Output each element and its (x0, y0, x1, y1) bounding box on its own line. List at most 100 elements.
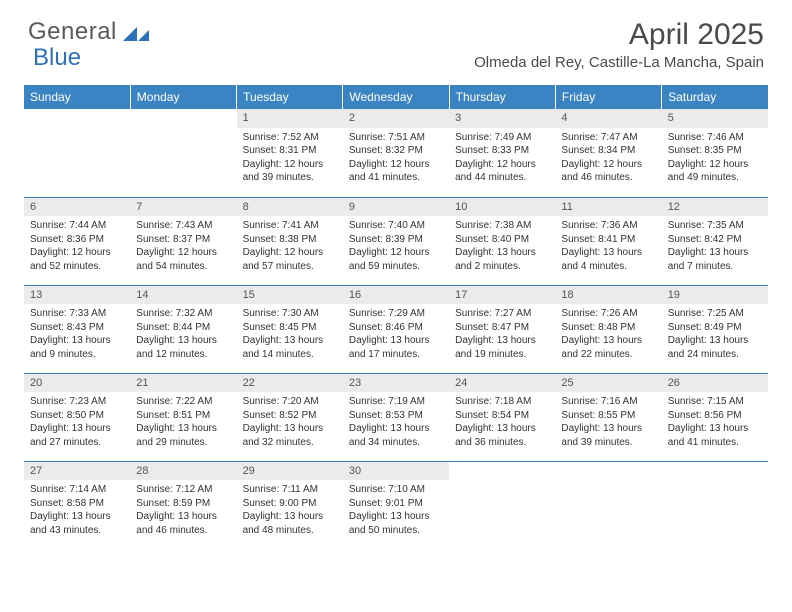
day-header: Thursday (449, 85, 555, 109)
calendar-cell: 8Sunrise: 7:41 AMSunset: 8:38 PMDaylight… (237, 197, 343, 285)
calendar-cell: 10Sunrise: 7:38 AMSunset: 8:40 PMDayligh… (449, 197, 555, 285)
calendar-cell: 5Sunrise: 7:46 AMSunset: 8:35 PMDaylight… (662, 109, 768, 197)
day-content: Sunrise: 7:49 AMSunset: 8:33 PMDaylight:… (449, 128, 555, 189)
day-number: 7 (130, 198, 236, 217)
calendar-cell: 30Sunrise: 7:10 AMSunset: 9:01 PMDayligh… (343, 461, 449, 549)
calendar-cell: 15Sunrise: 7:30 AMSunset: 8:45 PMDayligh… (237, 285, 343, 373)
calendar-cell (24, 109, 130, 197)
calendar-week-row: 27Sunrise: 7:14 AMSunset: 8:58 PMDayligh… (24, 461, 768, 549)
logo: General (28, 18, 125, 46)
day-content: Sunrise: 7:10 AMSunset: 9:01 PMDaylight:… (343, 480, 449, 541)
day-content: Sunrise: 7:32 AMSunset: 8:44 PMDaylight:… (130, 304, 236, 365)
calendar-cell: 6Sunrise: 7:44 AMSunset: 8:36 PMDaylight… (24, 197, 130, 285)
calendar-cell: 9Sunrise: 7:40 AMSunset: 8:39 PMDaylight… (343, 197, 449, 285)
day-number: 29 (237, 462, 343, 481)
calendar-cell: 29Sunrise: 7:11 AMSunset: 9:00 PMDayligh… (237, 461, 343, 549)
day-content: Sunrise: 7:38 AMSunset: 8:40 PMDaylight:… (449, 216, 555, 277)
day-number: 23 (343, 374, 449, 393)
day-content: Sunrise: 7:20 AMSunset: 8:52 PMDaylight:… (237, 392, 343, 453)
day-content: Sunrise: 7:52 AMSunset: 8:31 PMDaylight:… (237, 128, 343, 189)
calendar-week-row: 13Sunrise: 7:33 AMSunset: 8:43 PMDayligh… (24, 285, 768, 373)
day-number: 19 (662, 286, 768, 305)
day-content: Sunrise: 7:35 AMSunset: 8:42 PMDaylight:… (662, 216, 768, 277)
day-header: Saturday (662, 85, 768, 109)
day-content: Sunrise: 7:19 AMSunset: 8:53 PMDaylight:… (343, 392, 449, 453)
calendar-cell: 28Sunrise: 7:12 AMSunset: 8:59 PMDayligh… (130, 461, 236, 549)
day-content: Sunrise: 7:51 AMSunset: 8:32 PMDaylight:… (343, 128, 449, 189)
day-number: 17 (449, 286, 555, 305)
calendar-cell: 25Sunrise: 7:16 AMSunset: 8:55 PMDayligh… (555, 373, 661, 461)
day-header: Sunday (24, 85, 130, 109)
calendar-cell: 11Sunrise: 7:36 AMSunset: 8:41 PMDayligh… (555, 197, 661, 285)
day-content: Sunrise: 7:16 AMSunset: 8:55 PMDaylight:… (555, 392, 661, 453)
day-number: 10 (449, 198, 555, 217)
calendar-cell: 16Sunrise: 7:29 AMSunset: 8:46 PMDayligh… (343, 285, 449, 373)
day-number: 22 (237, 374, 343, 393)
day-number: 3 (449, 109, 555, 128)
day-content: Sunrise: 7:43 AMSunset: 8:37 PMDaylight:… (130, 216, 236, 277)
day-content: Sunrise: 7:15 AMSunset: 8:56 PMDaylight:… (662, 392, 768, 453)
calendar-cell: 27Sunrise: 7:14 AMSunset: 8:58 PMDayligh… (24, 461, 130, 549)
calendar-cell: 2Sunrise: 7:51 AMSunset: 8:32 PMDaylight… (343, 109, 449, 197)
day-number: 16 (343, 286, 449, 305)
day-number: 6 (24, 198, 130, 217)
calendar-body: 1Sunrise: 7:52 AMSunset: 8:31 PMDaylight… (24, 109, 768, 549)
title-block: April 2025 Olmeda del Rey, Castille-La M… (474, 18, 764, 71)
day-number: 4 (555, 109, 661, 128)
day-number: 28 (130, 462, 236, 481)
day-number: 1 (237, 109, 343, 128)
page-header: General April 2025 Olmeda del Rey, Casti… (0, 0, 792, 77)
day-content: Sunrise: 7:22 AMSunset: 8:51 PMDaylight:… (130, 392, 236, 453)
day-content: Sunrise: 7:41 AMSunset: 8:38 PMDaylight:… (237, 216, 343, 277)
day-content: Sunrise: 7:36 AMSunset: 8:41 PMDaylight:… (555, 216, 661, 277)
calendar-cell (130, 109, 236, 197)
day-number: 15 (237, 286, 343, 305)
day-header: Wednesday (343, 85, 449, 109)
calendar-cell: 26Sunrise: 7:15 AMSunset: 8:56 PMDayligh… (662, 373, 768, 461)
day-number: 27 (24, 462, 130, 481)
calendar-cell: 21Sunrise: 7:22 AMSunset: 8:51 PMDayligh… (130, 373, 236, 461)
calendar-week-row: 1Sunrise: 7:52 AMSunset: 8:31 PMDaylight… (24, 109, 768, 197)
day-number: 18 (555, 286, 661, 305)
day-content: Sunrise: 7:40 AMSunset: 8:39 PMDaylight:… (343, 216, 449, 277)
calendar-cell (662, 461, 768, 549)
calendar-cell: 7Sunrise: 7:43 AMSunset: 8:37 PMDaylight… (130, 197, 236, 285)
day-number: 2 (343, 109, 449, 128)
day-content: Sunrise: 7:26 AMSunset: 8:48 PMDaylight:… (555, 304, 661, 365)
day-content: Sunrise: 7:44 AMSunset: 8:36 PMDaylight:… (24, 216, 130, 277)
month-title: April 2025 (474, 18, 764, 52)
day-number: 12 (662, 198, 768, 217)
calendar-cell: 23Sunrise: 7:19 AMSunset: 8:53 PMDayligh… (343, 373, 449, 461)
day-number: 5 (662, 109, 768, 128)
day-content: Sunrise: 7:33 AMSunset: 8:43 PMDaylight:… (24, 304, 130, 365)
calendar-cell: 1Sunrise: 7:52 AMSunset: 8:31 PMDaylight… (237, 109, 343, 197)
calendar-cell: 20Sunrise: 7:23 AMSunset: 8:50 PMDayligh… (24, 373, 130, 461)
calendar-cell: 19Sunrise: 7:25 AMSunset: 8:49 PMDayligh… (662, 285, 768, 373)
day-number: 26 (662, 374, 768, 393)
calendar-cell: 24Sunrise: 7:18 AMSunset: 8:54 PMDayligh… (449, 373, 555, 461)
day-content: Sunrise: 7:14 AMSunset: 8:58 PMDaylight:… (24, 480, 130, 541)
day-header: Tuesday (237, 85, 343, 109)
day-number: 13 (24, 286, 130, 305)
day-number: 8 (237, 198, 343, 217)
day-number: 21 (130, 374, 236, 393)
calendar-cell: 17Sunrise: 7:27 AMSunset: 8:47 PMDayligh… (449, 285, 555, 373)
day-content: Sunrise: 7:11 AMSunset: 9:00 PMDaylight:… (237, 480, 343, 541)
day-content: Sunrise: 7:47 AMSunset: 8:34 PMDaylight:… (555, 128, 661, 189)
day-content: Sunrise: 7:18 AMSunset: 8:54 PMDaylight:… (449, 392, 555, 453)
calendar-cell: 4Sunrise: 7:47 AMSunset: 8:34 PMDaylight… (555, 109, 661, 197)
calendar-cell: 12Sunrise: 7:35 AMSunset: 8:42 PMDayligh… (662, 197, 768, 285)
logo-triangle-icon (123, 23, 149, 41)
calendar-week-row: 6Sunrise: 7:44 AMSunset: 8:36 PMDaylight… (24, 197, 768, 285)
day-number: 30 (343, 462, 449, 481)
day-content: Sunrise: 7:27 AMSunset: 8:47 PMDaylight:… (449, 304, 555, 365)
day-number: 25 (555, 374, 661, 393)
calendar-cell: 18Sunrise: 7:26 AMSunset: 8:48 PMDayligh… (555, 285, 661, 373)
calendar-week-row: 20Sunrise: 7:23 AMSunset: 8:50 PMDayligh… (24, 373, 768, 461)
day-number: 9 (343, 198, 449, 217)
day-header: Monday (130, 85, 236, 109)
day-header: Friday (555, 85, 661, 109)
calendar-cell (555, 461, 661, 549)
logo-text-a: General (28, 18, 117, 46)
day-content: Sunrise: 7:30 AMSunset: 8:45 PMDaylight:… (237, 304, 343, 365)
